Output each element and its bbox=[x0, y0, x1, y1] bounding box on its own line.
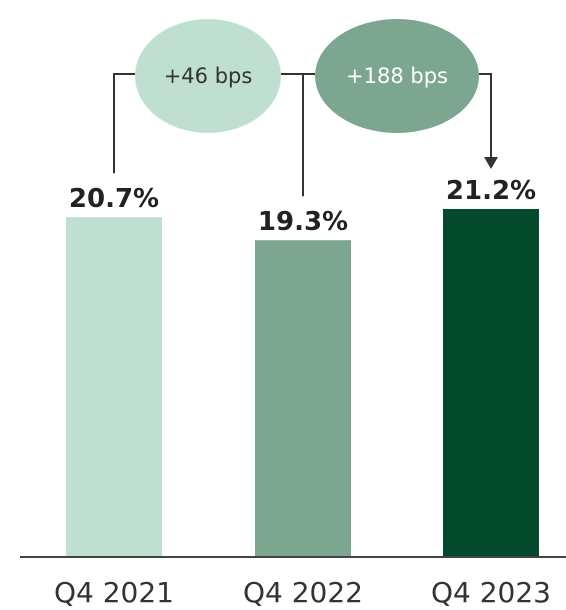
bars bbox=[66, 209, 539, 558]
connector-lines bbox=[113, 73, 498, 197]
change-bubble bbox=[315, 19, 479, 133]
change-label: +188 bps bbox=[346, 64, 448, 88]
change-label: +46 bps bbox=[164, 64, 253, 88]
arrow-head bbox=[484, 157, 498, 169]
bar-q4-2021 bbox=[66, 217, 162, 557]
bar-q4-2022 bbox=[255, 240, 351, 558]
value-label: 19.3% bbox=[258, 207, 348, 237]
connector-line bbox=[302, 73, 315, 197]
value-labels: 20.7% 19.3% 21.2% bbox=[69, 176, 536, 237]
connector-line bbox=[479, 73, 492, 159]
connector-line bbox=[113, 73, 135, 174]
value-label: 20.7% bbox=[69, 184, 159, 214]
change-bubbles: +46 bps +188 bps bbox=[135, 19, 479, 133]
category-label: Q4 2022 bbox=[243, 576, 363, 609]
category-label: Q4 2021 bbox=[54, 576, 174, 609]
change-bubble bbox=[135, 19, 281, 133]
bar-q4-2023 bbox=[443, 209, 539, 557]
value-label: 21.2% bbox=[446, 176, 536, 206]
category-labels: Q4 2021 Q4 2022 Q4 2023 bbox=[54, 576, 551, 609]
category-label: Q4 2023 bbox=[431, 576, 551, 609]
